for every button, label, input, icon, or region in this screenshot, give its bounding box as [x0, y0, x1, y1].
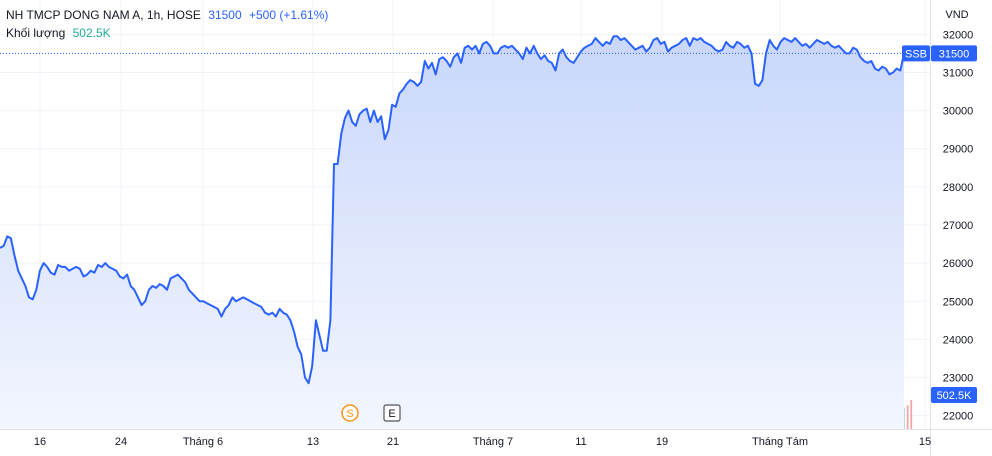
volume-tag: 502.5K [931, 387, 977, 403]
price-tag: SSB 31500 [902, 45, 977, 62]
price-area-fill [0, 36, 904, 429]
svg-text:E: E [388, 408, 395, 420]
price-line [0, 35, 905, 385]
price-tag-value: 31500 [939, 48, 970, 60]
legend-symbol-row: NH TMCP DONG NAM A, 1h, HOSE 31500 +500 … [6, 8, 332, 22]
x-tick-label: 13 [307, 436, 319, 448]
x-tick-label: Tháng 6 [183, 436, 223, 448]
x-tick-label: Tháng 7 [473, 436, 513, 448]
x-tick-label: 19 [656, 436, 668, 448]
time-axis[interactable]: 16 24 Tháng 6 13 21 Tháng 7 11 19 Tháng Tám 15 [34, 436, 931, 448]
y-tick-label: 24000 [943, 334, 974, 346]
earnings-marker[interactable]: E [383, 404, 401, 422]
price-change: +500 (+1.61%) [249, 8, 329, 22]
volume-bar [910, 399, 913, 429]
volume-label[interactable]: Khối lượng [6, 26, 66, 40]
y-tick-label: 25000 [943, 296, 974, 308]
currency-label: VND [945, 9, 968, 21]
x-tick-label: 24 [115, 436, 127, 448]
y-tick-label: 29000 [943, 144, 974, 156]
y-tick-label: 28000 [943, 182, 974, 194]
y-tick-label: 30000 [943, 106, 974, 118]
y-tick-label: 23000 [943, 373, 974, 385]
y-tick-label: 26000 [943, 258, 974, 270]
price-axis[interactable]: 22000 23000 24000 25000 26000 27000 28000 29000… [943, 29, 974, 422]
y-tick-label: 32000 [943, 29, 974, 41]
legend-volume-row: Khối lượng 502.5K [6, 26, 115, 40]
x-tick-label: Tháng Tám [752, 436, 808, 448]
y-tick-label: 27000 [943, 220, 974, 232]
x-tick-label: 15 [919, 436, 931, 448]
last-price: 31500 [208, 8, 242, 22]
svg-text:S: S [346, 408, 353, 420]
volume-bar [906, 405, 909, 429]
x-tick-label: 16 [34, 436, 46, 448]
x-tick-label: 11 [575, 436, 586, 448]
volume-tag-value: 502.5K [937, 390, 973, 402]
y-tick-label: 31000 [943, 67, 974, 79]
y-tick-label: 22000 [943, 411, 974, 423]
symbol-name[interactable]: NH TMCP DONG NAM A, 1h, HOSE [6, 8, 201, 22]
volume-value: 502.5K [72, 26, 111, 40]
x-tick-label: 21 [387, 436, 399, 448]
split-marker[interactable]: S [341, 404, 359, 422]
price-tag-symbol: SSB [905, 48, 927, 60]
